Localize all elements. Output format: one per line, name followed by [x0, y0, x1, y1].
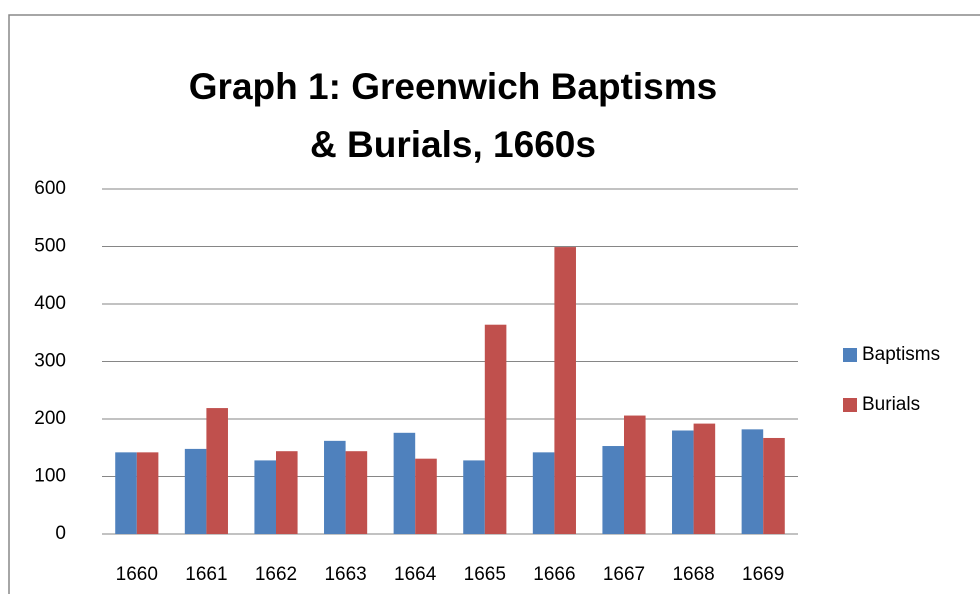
x-tick-label: 1666	[533, 564, 575, 585]
bar	[393, 432, 416, 534]
bar	[136, 452, 159, 534]
legend-swatch	[843, 398, 857, 412]
x-tick-label: 1663	[324, 564, 366, 585]
x-tick-label: 1667	[603, 564, 645, 585]
bar	[693, 423, 716, 534]
x-tick-label: 1662	[255, 564, 297, 585]
x-tick-label: 1660	[116, 564, 158, 585]
bar	[254, 460, 276, 534]
legend-label: Baptisms	[862, 344, 940, 365]
bar	[672, 430, 694, 534]
x-tick-label: 1669	[742, 564, 784, 585]
bar	[206, 408, 228, 534]
bar	[415, 458, 437, 534]
bar	[741, 429, 764, 534]
bar	[115, 452, 137, 534]
x-tick-label: 1661	[185, 564, 227, 585]
y-tick-label: 100	[34, 466, 66, 487]
bar	[532, 452, 555, 534]
bar	[345, 451, 368, 534]
bar	[602, 446, 624, 534]
bar	[463, 460, 485, 534]
y-tick-label: 600	[34, 178, 66, 199]
x-tick-label: 1665	[464, 564, 506, 585]
legend-swatch	[843, 348, 857, 362]
bar	[324, 440, 346, 534]
chart-frame	[8, 14, 980, 594]
y-tick-label: 300	[34, 351, 66, 372]
x-tick-label: 1668	[672, 564, 714, 585]
bar	[624, 415, 646, 534]
bar	[276, 451, 298, 534]
y-tick-label: 0	[55, 523, 66, 544]
bar	[763, 437, 785, 534]
legend-label: Burials	[862, 394, 920, 415]
bar	[184, 448, 207, 534]
y-tick-label: 200	[34, 408, 66, 429]
bar	[484, 324, 507, 534]
y-tick-label: 400	[34, 293, 66, 314]
y-tick-label: 500	[34, 236, 66, 257]
chart-title: Graph 1: Greenwich Baptisms & Burials, 1…	[188, 66, 718, 165]
x-tick-label: 1664	[394, 564, 437, 585]
bar	[554, 247, 576, 534]
